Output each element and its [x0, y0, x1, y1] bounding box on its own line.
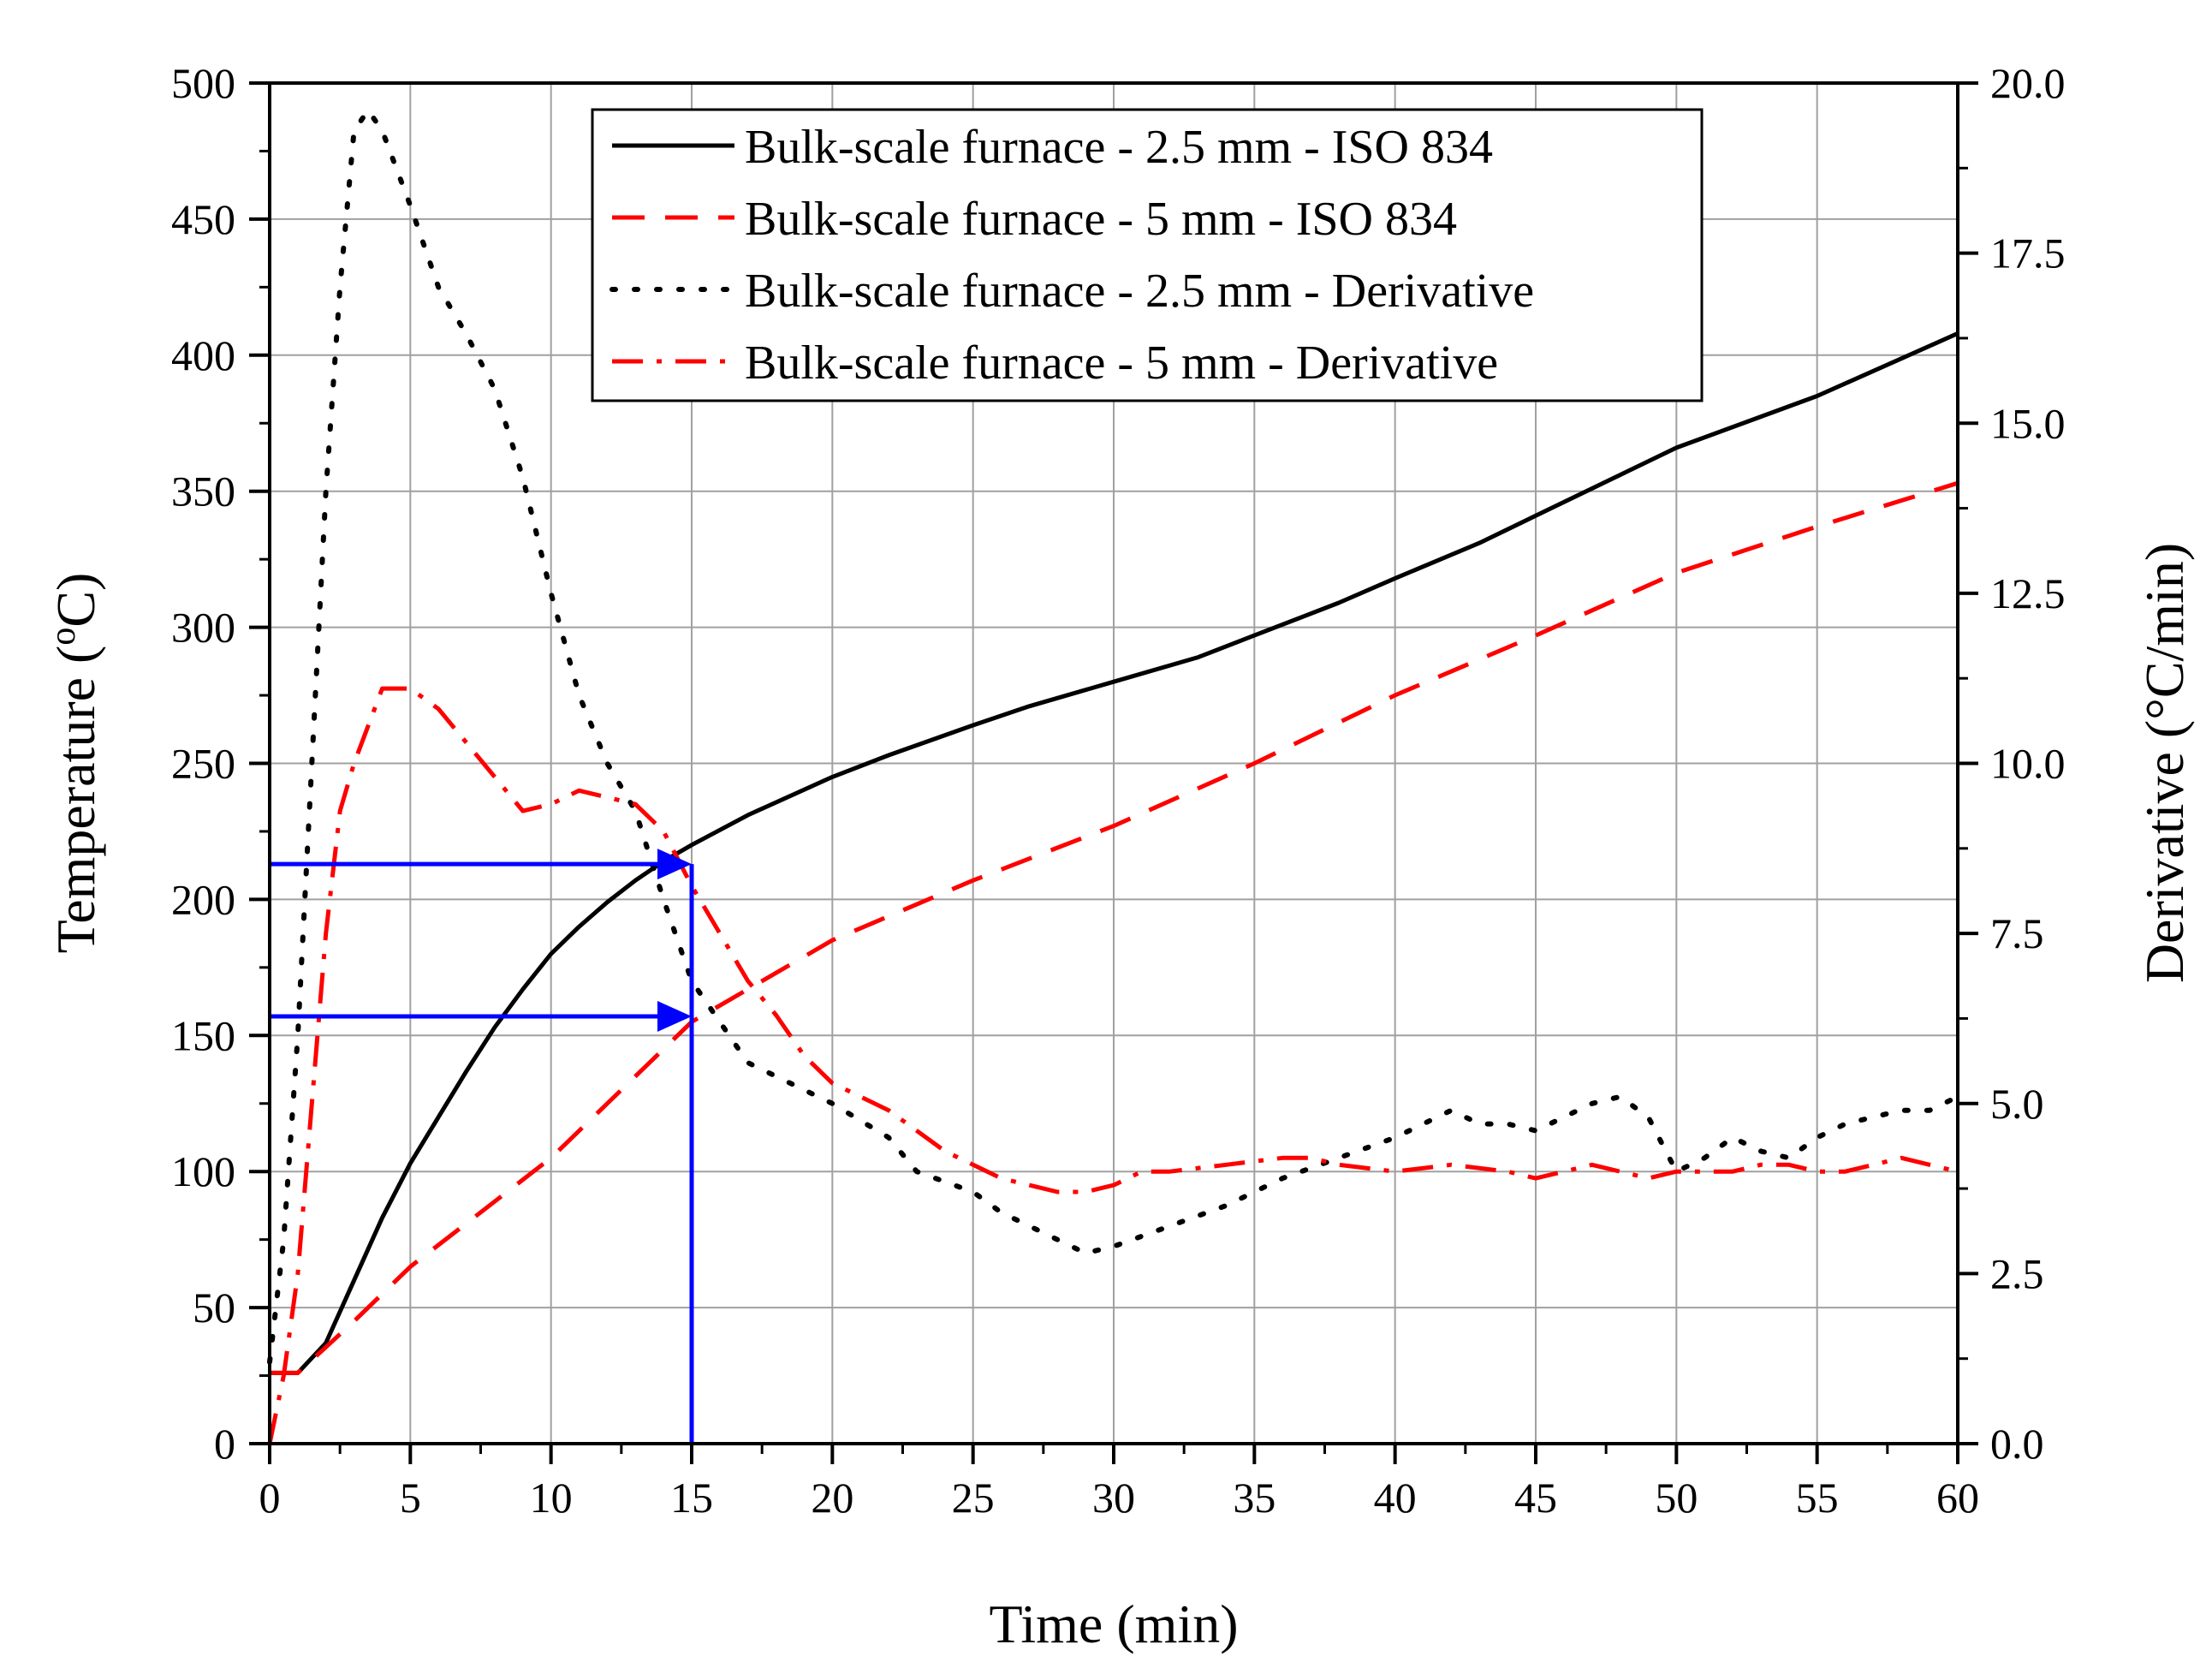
y2-tick-label: 10.0 — [1990, 740, 2066, 788]
legend-label-3: Bulk-scale furnace - 2.5 mm - Derivative — [745, 265, 1534, 318]
series-line-4 — [267, 686, 1959, 1445]
x-tick-label: 10 — [530, 1474, 573, 1522]
y2-tick-label: 7.5 — [1990, 909, 2044, 957]
y2-tick-label: 15.0 — [1990, 399, 2066, 447]
x-tick-label: 40 — [1374, 1474, 1417, 1522]
x-tick-label: 35 — [1233, 1474, 1275, 1522]
y-tick-label: 250 — [171, 740, 235, 788]
x-tick-label: 20 — [811, 1474, 853, 1522]
x-axis-title: Time (min) — [990, 1593, 1239, 1654]
x-tick-label: 15 — [670, 1474, 713, 1522]
legend: Bulk-scale furnace - 2.5 mm - ISO 834 Bul… — [591, 108, 1704, 402]
y-tick-label: 0 — [214, 1420, 235, 1468]
series-line-1 — [270, 331, 1959, 1375]
annotations-group — [270, 849, 694, 1444]
series-line-2 — [270, 480, 1959, 1375]
y2-tick-label: 20.0 — [1990, 59, 2066, 107]
y-tick-label: 500 — [171, 59, 235, 107]
y2-tick-label: 0.0 — [1990, 1420, 2044, 1468]
y2-tick-label: 5.0 — [1990, 1080, 2044, 1128]
tick-labels-group: 0 5 10 15 20 25 30 35 40 45 50 55 60 0 50 100 150 200 250 3… — [171, 59, 2066, 1522]
y2-axis-title: Derivative (°C/min) — [2134, 543, 2195, 983]
x-tick-label: 25 — [952, 1474, 995, 1522]
x-tick-label: 5 — [400, 1474, 421, 1522]
x-tick-label: 50 — [1655, 1474, 1698, 1522]
annotation-arrow-head — [657, 849, 692, 880]
y2-tick-label: 2.5 — [1990, 1249, 2044, 1297]
y-tick-label: 50 — [193, 1284, 235, 1331]
series-group — [267, 107, 1960, 1445]
legend-label-1: Bulk-scale furnace - 2.5 mm - ISO 834 — [745, 121, 1493, 174]
x-tick-label: 55 — [1796, 1474, 1839, 1522]
y2-tick-label: 17.5 — [1990, 229, 2066, 277]
y-tick-label: 100 — [171, 1147, 235, 1195]
series-line-3 — [267, 107, 1960, 1365]
y2-tick-label: 12.5 — [1990, 569, 2066, 617]
legend-label-2: Bulk-scale furnace - 5 mm - ISO 834 — [745, 193, 1457, 246]
y-tick-label: 150 — [171, 1011, 235, 1059]
annotation-arrow-head — [657, 1001, 692, 1033]
x-tick-label: 0 — [259, 1474, 281, 1522]
legend-label-4: Bulk-scale furnace - 5 mm - Derivative — [745, 337, 1498, 390]
x-tick-label: 60 — [1936, 1474, 1979, 1522]
legend-box — [591, 108, 1704, 402]
y-tick-label: 400 — [171, 331, 235, 379]
y-tick-label: 350 — [171, 468, 235, 515]
y-tick-label: 300 — [171, 604, 235, 652]
y-tick-label: 450 — [171, 195, 235, 243]
x-tick-label: 45 — [1514, 1474, 1557, 1522]
y-tick-label: 200 — [171, 875, 235, 923]
ticks-group — [249, 81, 1978, 1464]
x-tick-label: 30 — [1092, 1474, 1135, 1522]
y-axis-title: Temperature (oC) — [44, 573, 106, 954]
